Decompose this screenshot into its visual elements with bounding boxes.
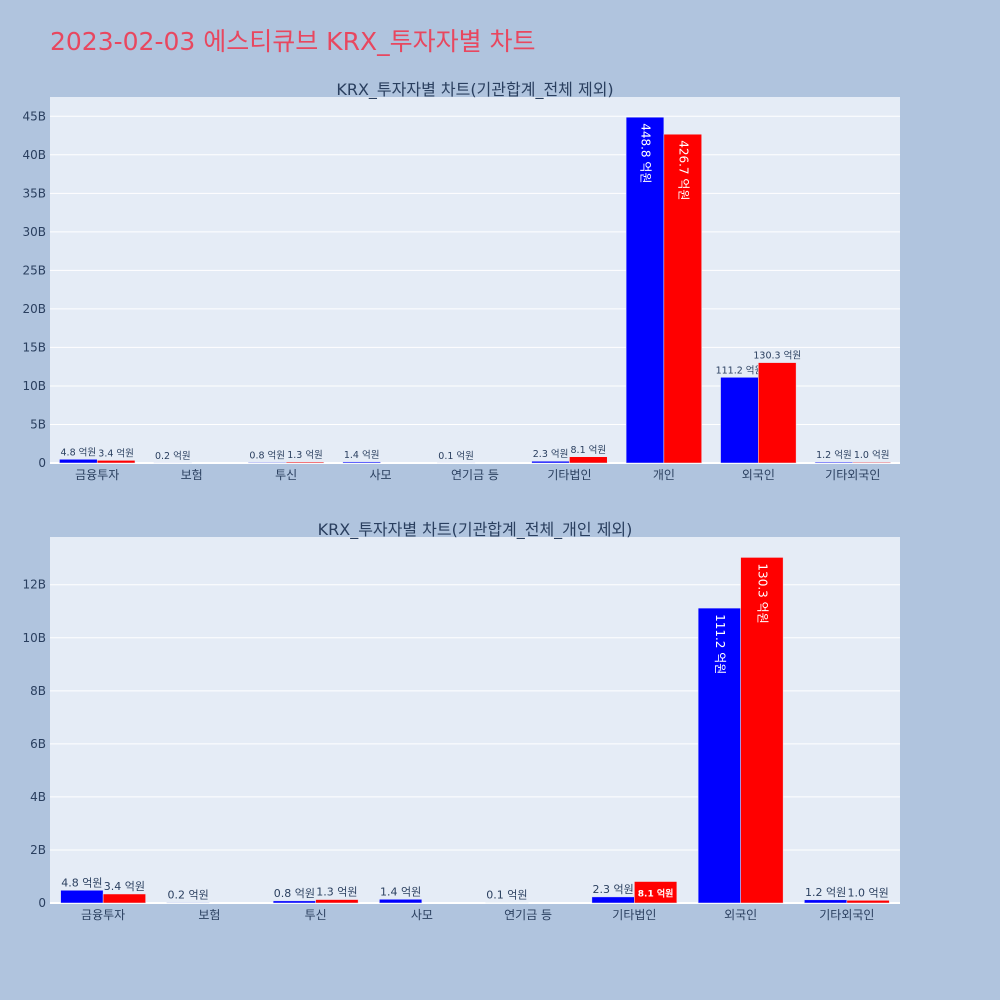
data-label: 1.3 억원	[287, 449, 323, 461]
x-tick-label: 기타외국인	[825, 468, 880, 482]
bar	[846, 900, 890, 904]
bar	[720, 377, 759, 464]
bar	[740, 557, 784, 904]
data-label: 0.8 억원	[274, 887, 315, 900]
data-label: 0.8 억원	[249, 449, 285, 461]
y-tick-label: 40B	[22, 148, 46, 162]
data-label: 1.0 억원	[854, 449, 890, 461]
data-label: 111.2 억원	[716, 364, 764, 376]
bar	[804, 899, 848, 904]
data-label: 130.3 억원	[755, 563, 769, 623]
y-tick-label: 20B	[22, 302, 46, 316]
y-tick-label: 6B	[30, 737, 46, 751]
data-label: 8.1 억원	[638, 887, 674, 899]
bar	[634, 881, 678, 904]
y-tick-label: 5B	[30, 417, 46, 431]
data-label: 3.4 억원	[104, 880, 145, 893]
data-label: 1.3 억원	[316, 886, 357, 899]
bar	[285, 461, 325, 464]
x-tick-label: 기타외국인	[819, 908, 874, 922]
x-tick-label: 사모	[411, 908, 433, 922]
bar	[272, 900, 316, 904]
data-label: 1.4 억원	[380, 885, 421, 898]
bar	[625, 116, 665, 464]
y-tick-label: 30B	[22, 225, 46, 239]
bar	[60, 890, 104, 904]
bar	[569, 456, 608, 464]
data-label: 1.2 억원	[816, 449, 852, 461]
bar	[102, 893, 146, 904]
y-tick-label: 2B	[30, 843, 46, 857]
data-label: 0.1 억원	[438, 450, 474, 462]
chart-title: KRX_투자자별 차트(기관합계_전체_개인 제외)	[318, 520, 633, 540]
data-label: 448.8 억원	[639, 123, 653, 183]
data-label: 4.8 억원	[61, 446, 97, 458]
y-tick-label: 25B	[22, 263, 46, 277]
y-tick-label: 10B	[22, 631, 46, 645]
x-tick-label: 보험	[198, 908, 220, 922]
data-label: 111.2 억원	[713, 614, 727, 674]
x-tick-label: 사모	[370, 468, 392, 482]
chart-title: KRX_투자자별 차트(기관합계_전체 제외)	[336, 80, 613, 100]
x-tick-label: 보험	[181, 468, 203, 482]
y-tick-label: 8B	[30, 684, 46, 698]
page-title: 2023-02-03 에스티큐브 KRX_투자자별 차트	[50, 27, 536, 56]
y-tick-label: 0	[38, 896, 46, 910]
data-label: 1.2 억원	[805, 886, 846, 899]
bar	[342, 461, 381, 464]
bar	[379, 899, 423, 904]
x-tick-label: 금융투자	[81, 908, 125, 922]
data-label: 3.4 억원	[98, 447, 134, 459]
x-tick-label: 투신	[305, 908, 327, 922]
x-tick-label: 개인	[653, 468, 675, 482]
y-tick-label: 4B	[30, 790, 46, 804]
x-tick-label: 연기금 등	[504, 908, 552, 922]
x-tick-label: 기타법인	[612, 908, 656, 922]
bar	[166, 902, 210, 904]
y-tick-label: 0	[38, 456, 46, 470]
bar	[663, 133, 702, 464]
bar	[96, 460, 136, 464]
data-label: 130.3 억원	[753, 350, 801, 362]
y-tick-label: 10B	[22, 379, 46, 393]
bar	[697, 607, 741, 904]
x-tick-label: 연기금 등	[451, 468, 499, 482]
y-tick-label: 35B	[22, 186, 46, 200]
bar	[758, 362, 797, 464]
x-tick-label: 금융투자	[75, 468, 119, 482]
x-tick-label: 외국인	[742, 468, 775, 482]
data-label: 2.3 억원	[533, 448, 569, 460]
data-label: 0.1 억원	[486, 889, 527, 902]
x-tick-label: 외국인	[724, 908, 757, 922]
data-label: 4.8 억원	[61, 876, 102, 889]
x-tick-label: 기타법인	[547, 468, 591, 482]
data-label: 0.2 억원	[168, 888, 209, 901]
data-label: 0.2 억원	[155, 450, 191, 462]
bar	[591, 896, 635, 904]
data-label: 1.0 억원	[848, 886, 889, 899]
data-label: 8.1 억원	[571, 444, 607, 456]
bar	[315, 899, 359, 904]
bar	[852, 461, 891, 464]
data-label: 1.4 억원	[344, 449, 380, 461]
data-label: 2.3 억원	[593, 883, 634, 896]
y-tick-label: 45B	[22, 109, 46, 123]
x-tick-label: 투신	[275, 468, 297, 482]
data-label: 426.7 억원	[676, 140, 690, 200]
y-tick-label: 15B	[22, 340, 46, 354]
y-tick-label: 12B	[22, 578, 46, 592]
